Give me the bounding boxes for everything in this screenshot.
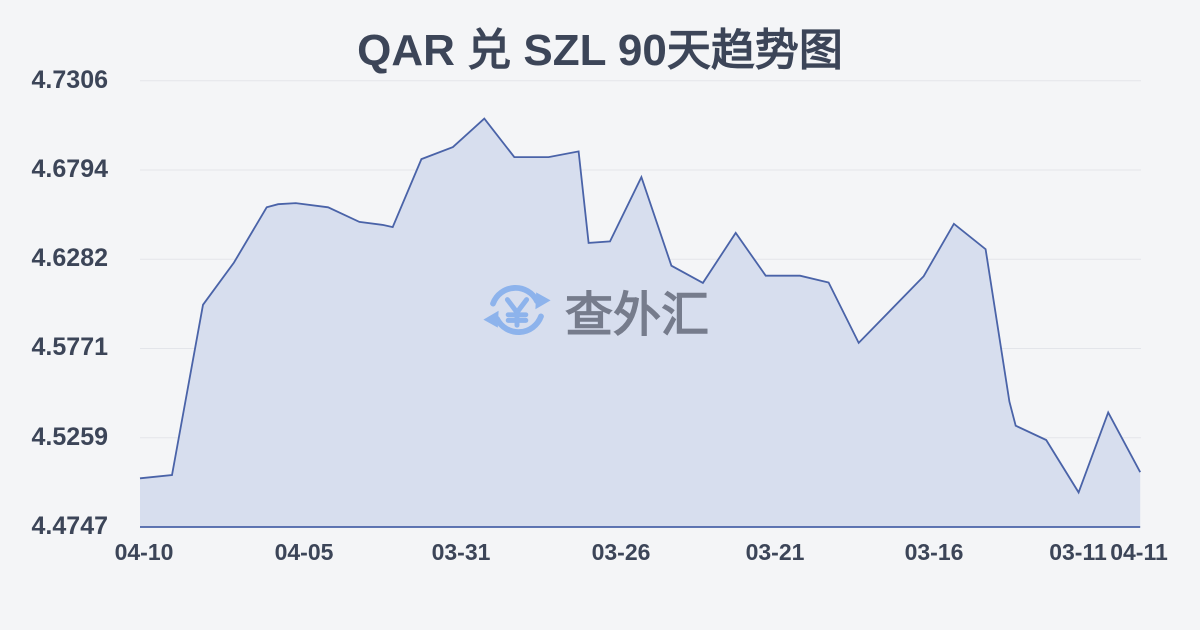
svg-text:03-16: 03-16 [905,539,964,565]
svg-text:03-31: 03-31 [432,539,491,565]
svg-text:4.6794: 4.6794 [32,155,109,183]
svg-text:03-26: 03-26 [592,539,651,565]
svg-text:4.6282: 4.6282 [32,244,108,272]
svg-text:4.5771: 4.5771 [32,333,109,361]
svg-text:03-21: 03-21 [746,539,805,565]
svg-text:4.4747: 4.4747 [32,512,108,540]
svg-text:03-11: 03-11 [1049,539,1107,565]
svg-text:04-05: 04-05 [275,539,334,565]
svg-text:04-10: 04-10 [115,539,174,565]
svg-text:4.5259: 4.5259 [32,423,108,451]
svg-text:04-11: 04-11 [1110,539,1168,565]
svg-text:4.7306: 4.7306 [32,66,108,94]
